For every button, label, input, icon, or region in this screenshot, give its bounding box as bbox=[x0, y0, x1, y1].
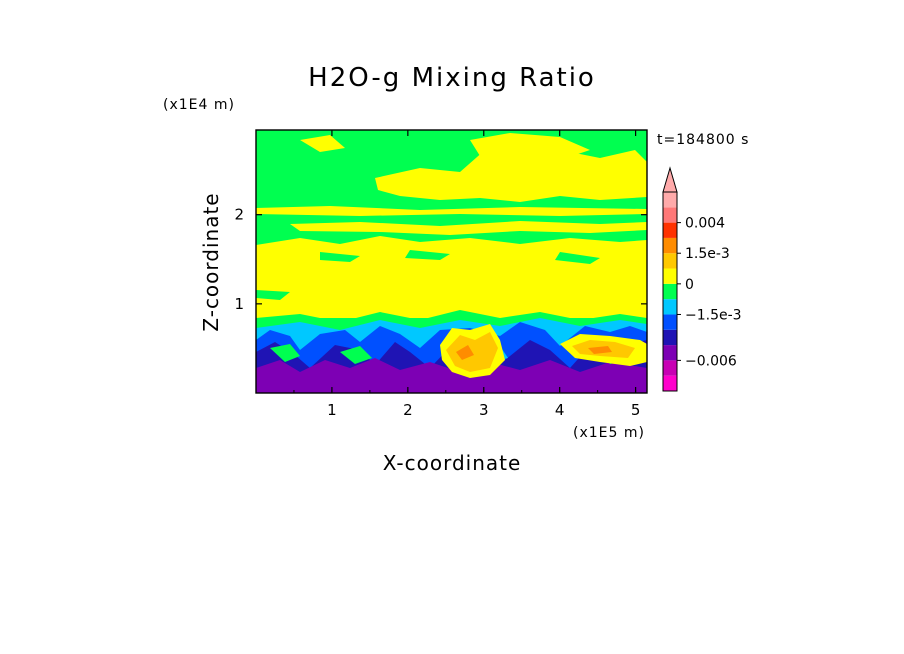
colorbar-swatch bbox=[663, 222, 677, 238]
colorbar-swatch bbox=[663, 345, 677, 361]
time-label: t=184800 s bbox=[657, 132, 749, 148]
colorbar-swatch bbox=[663, 360, 677, 376]
colorbar-label: 0.004 bbox=[685, 216, 725, 232]
colorbar-swatch bbox=[663, 192, 677, 208]
y-tick-label: 2 bbox=[234, 206, 244, 224]
x-tick-label: 1 bbox=[327, 401, 337, 419]
colorbar-label: 1.5e-3 bbox=[685, 246, 730, 262]
y-axis-label: Z-coordinate bbox=[199, 192, 223, 331]
colorbar-label: −0.006 bbox=[685, 353, 737, 369]
colorbar-swatch bbox=[663, 268, 677, 284]
y-tick-label: 1 bbox=[234, 295, 244, 313]
x-tick-label: 5 bbox=[631, 401, 641, 419]
y-axis: 12 bbox=[234, 206, 647, 313]
x-unit-label: (x1E5 m) bbox=[573, 425, 645, 441]
chart-title: H2O-g Mixing Ratio bbox=[308, 63, 596, 93]
plot-frame bbox=[255, 129, 648, 394]
x-tick-label: 2 bbox=[403, 401, 413, 419]
colorbar: 0.004 1.5e-3 0 −1.5e-3 −0.006 bbox=[662, 166, 742, 392]
x-axis: 1 2 3 4 5 bbox=[255, 130, 641, 419]
colorbar-swatch bbox=[663, 207, 677, 223]
colorbar-swatch bbox=[663, 237, 677, 254]
colorbar-swatch bbox=[663, 314, 677, 330]
colorbar-extend-arrow bbox=[662, 166, 678, 193]
y-unit-label: (x1E4 m) bbox=[163, 97, 235, 113]
colorbar-swatch bbox=[663, 329, 677, 346]
colorbar-swatch bbox=[663, 283, 677, 300]
colorbar-swatch bbox=[663, 253, 677, 269]
colorbar-label: 0 bbox=[685, 277, 694, 293]
colorbar-label: −1.5e-3 bbox=[685, 307, 742, 323]
x-tick-label: 3 bbox=[479, 401, 489, 419]
x-axis-label: X-coordinate bbox=[383, 451, 522, 475]
colorbar-swatch bbox=[663, 375, 677, 391]
contour-field bbox=[256, 130, 647, 393]
colorbar-frame bbox=[662, 191, 678, 392]
colorbar-swatch bbox=[663, 299, 677, 315]
x-tick-label: 4 bbox=[555, 401, 565, 419]
